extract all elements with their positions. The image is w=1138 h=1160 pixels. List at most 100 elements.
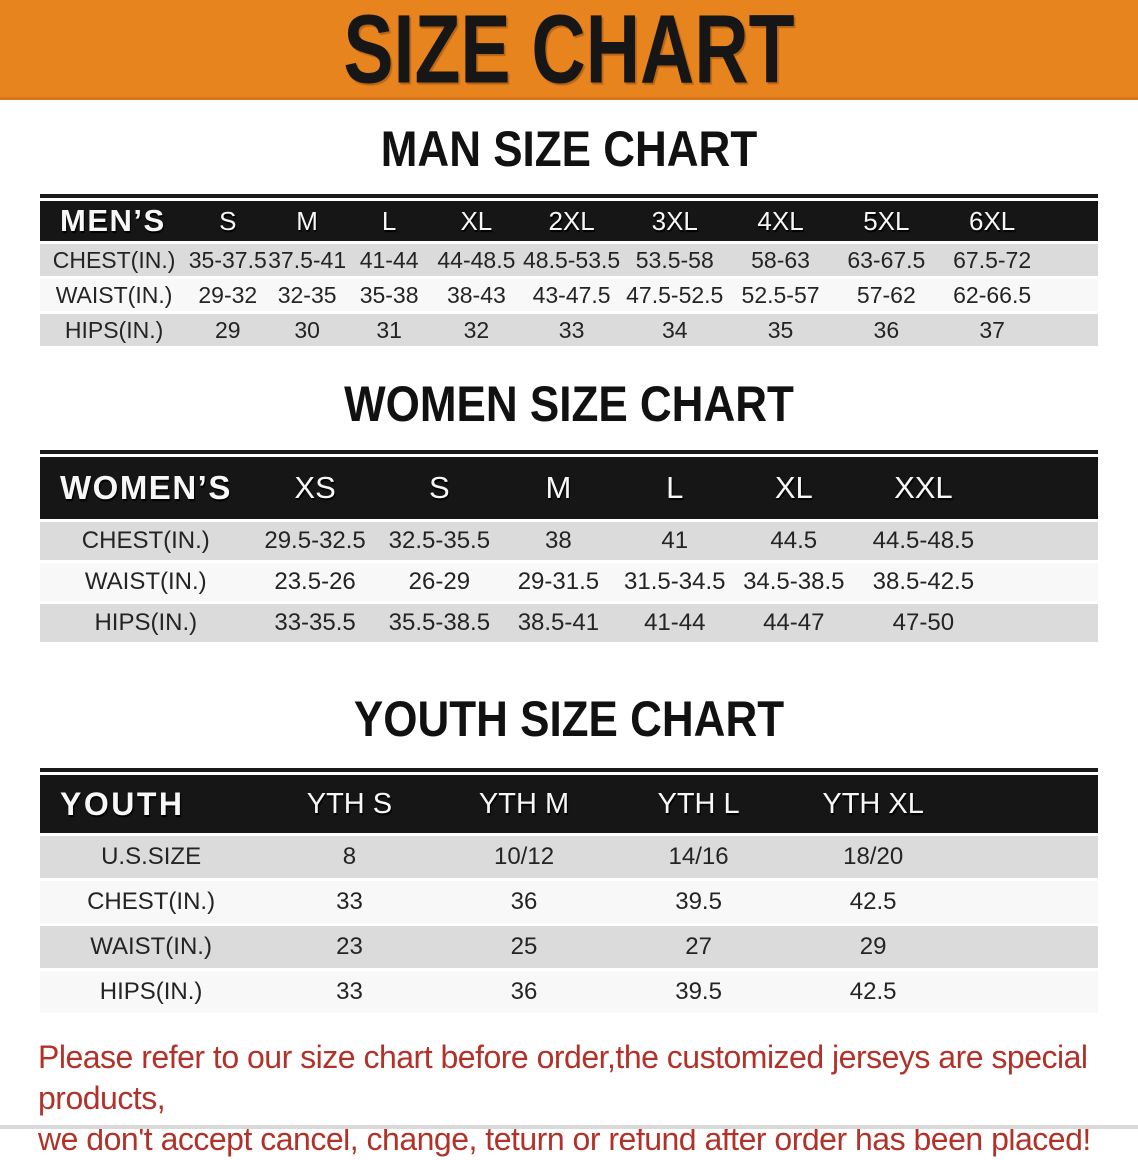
women-size-cell: 33-35.5 — [251, 604, 379, 642]
women-size-column-1: XS — [251, 457, 379, 519]
men-size-cell: 52.5-57 — [727, 279, 834, 311]
men-size-cell: 36 — [833, 314, 940, 346]
women-table-row: WAIST(IN.) 23.5-26 26-29 29-31.5 31.5-34.5 34… — [40, 563, 1098, 601]
youth-row-spacer — [960, 971, 1098, 1013]
men-size-cell: 35-38 — [346, 279, 432, 311]
youth-header-row: YOUTH YTH S YTH M YTH L YTH XL — [40, 775, 1098, 833]
men-row-spacer — [1045, 279, 1098, 311]
youth-section-heading: YOUTH SIZE CHART — [353, 691, 785, 747]
youth-size-cell: 8 — [262, 836, 437, 878]
men-section-heading: MAN SIZE CHART — [380, 121, 758, 177]
youth-size-cell: 25 — [436, 926, 612, 968]
men-size-cell: 47.5-52.5 — [621, 279, 728, 311]
youth-size-cell: 36 — [436, 971, 612, 1013]
men-size-cell: 34 — [621, 314, 728, 346]
women-size-table: WOMEN’S XS S M L XL XXL CHEST(IN.) 29.5-32.5 32.5… — [40, 450, 1098, 645]
men-row-spacer — [1045, 244, 1098, 276]
youth-size-cell: 42.5 — [785, 971, 961, 1013]
youth-size-column-3: YTH L — [611, 775, 786, 833]
men-size-cell: 57-62 — [833, 279, 940, 311]
women-table-row: HIPS(IN.) 33-35.5 35.5-38.5 38.5-41 41-44 44-… — [40, 604, 1098, 642]
men-size-cell: 37.5-41 — [267, 244, 347, 276]
women-size-column-2: S — [378, 457, 501, 519]
women-size-cell: 23.5-26 — [251, 563, 379, 601]
youth-row-spacer — [960, 926, 1098, 968]
women-size-cell: 32.5-35.5 — [378, 522, 501, 560]
men-size-column-9: 6XL — [939, 201, 1046, 241]
men-table-row: WAIST(IN.) 29-32 32-35 35-38 38-43 43-47.5 47.… — [40, 279, 1098, 311]
women-size-cell: 29-31.5 — [500, 563, 617, 601]
men-size-cell: 30 — [267, 314, 347, 346]
men-size-cell: 38-43 — [431, 279, 522, 311]
youth-row-label: WAIST(IN.) — [40, 926, 263, 968]
youth-size-cell: 36 — [436, 881, 612, 923]
women-row-spacer — [992, 522, 1098, 560]
women-size-column-4: L — [616, 457, 733, 519]
men-size-cell: 58-63 — [727, 244, 834, 276]
men-size-column-7: 4XL — [727, 201, 834, 241]
youth-size-column-4: YTH XL — [785, 775, 961, 833]
women-size-cell: 38 — [500, 522, 617, 560]
men-size-column-6: 3XL — [621, 201, 728, 241]
men-size-column-5: 2XL — [521, 201, 622, 241]
youth-size-cell: 23 — [262, 926, 437, 968]
women-table-row: CHEST(IN.) 29.5-32.5 32.5-35.5 38 41 44.5 44.5… — [40, 522, 1098, 560]
youth-table-row: U.S.SIZE 8 10/12 14/16 18/20 — [40, 836, 1098, 878]
women-size-cell: 44.5-48.5 — [854, 522, 993, 560]
youth-row-spacer — [960, 881, 1098, 923]
men-size-cell: 62-66.5 — [939, 279, 1046, 311]
women-size-cell: 44-47 — [732, 604, 855, 642]
youth-table-row: HIPS(IN.) 33 36 39.5 42.5 — [40, 971, 1098, 1013]
men-size-column-3: L — [346, 201, 432, 241]
women-header-spacer — [992, 457, 1098, 519]
youth-size-column-2: YTH M — [436, 775, 612, 833]
men-row-label: WAIST(IN.) — [40, 279, 189, 311]
women-size-cell: 38.5-42.5 — [854, 563, 993, 601]
women-row-label: WAIST(IN.) — [40, 563, 252, 601]
men-size-cell: 63-67.5 — [833, 244, 940, 276]
women-size-cell: 38.5-41 — [500, 604, 617, 642]
youth-row-label: CHEST(IN.) — [40, 881, 263, 923]
youth-size-cell: 33 — [262, 881, 437, 923]
size-chart-banner: SIZE CHART — [0, 0, 1138, 100]
youth-size-table: YOUTH YTH S YTH M YTH L YTH XL U.S.SIZE 8 10/12… — [40, 768, 1098, 1016]
men-row-spacer — [1045, 314, 1098, 346]
men-size-column-2: M — [267, 201, 347, 241]
youth-table-row: WAIST(IN.) 23 25 27 29 — [40, 926, 1098, 968]
men-size-column-1: S — [188, 201, 268, 241]
women-section-heading: WOMEN SIZE CHART — [344, 376, 794, 432]
men-size-cell: 43-47.5 — [521, 279, 622, 311]
youth-size-cell: 39.5 — [611, 881, 786, 923]
table-topline — [40, 450, 1098, 454]
bottom-divider — [0, 1125, 1138, 1129]
table-topline — [40, 194, 1098, 198]
men-size-table: MEN’S S M L XL 2XL 3XL 4XL 5XL 6XL CHEST(IN.) 35-37… — [40, 194, 1098, 349]
table-topline — [40, 768, 1098, 772]
disclaimer-text: Please refer to our size chart before or… — [38, 1037, 1100, 1160]
men-size-cell: 29 — [188, 314, 268, 346]
men-row-label: CHEST(IN.) — [40, 244, 189, 276]
women-size-cell: 29.5-32.5 — [251, 522, 379, 560]
men-header-spacer — [1045, 201, 1098, 241]
men-row-label: HIPS(IN.) — [40, 314, 189, 346]
men-size-cell: 32 — [431, 314, 522, 346]
women-size-column-6: XXL — [854, 457, 993, 519]
youth-size-column-1: YTH S — [262, 775, 437, 833]
youth-size-cell: 27 — [611, 926, 786, 968]
women-size-cell: 47-50 — [854, 604, 993, 642]
disclaimer-line-1: Please refer to our size chart before or… — [38, 1039, 1088, 1116]
men-size-cell: 37 — [939, 314, 1046, 346]
men-size-cell: 35 — [727, 314, 834, 346]
women-table: WOMEN’S XS S M L XL XXL CHEST(IN.) 29.5-32.5 32.5… — [40, 454, 1098, 645]
women-row-label: CHEST(IN.) — [40, 522, 252, 560]
men-size-cell: 33 — [521, 314, 622, 346]
youth-size-cell: 33 — [262, 971, 437, 1013]
youth-header-spacer — [960, 775, 1098, 833]
youth-size-cell: 39.5 — [611, 971, 786, 1013]
youth-size-cell: 42.5 — [785, 881, 961, 923]
banner-title: SIZE CHART — [343, 0, 795, 103]
women-size-cell: 31.5-34.5 — [616, 563, 733, 601]
men-size-cell: 44-48.5 — [431, 244, 522, 276]
men-size-cell: 53.5-58 — [621, 244, 728, 276]
women-size-column-3: M — [500, 457, 617, 519]
